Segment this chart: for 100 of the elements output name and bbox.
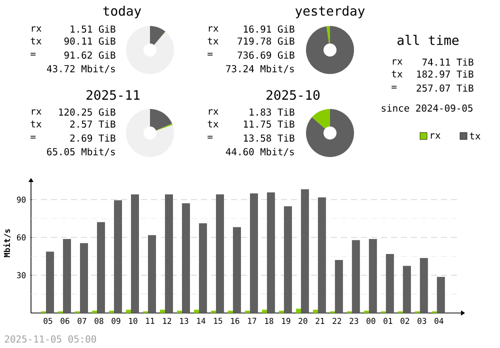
legend-label: rx bbox=[430, 133, 440, 139]
bar bbox=[284, 206, 292, 313]
text: tx bbox=[392, 70, 402, 78]
text: 182.97 TiB bbox=[417, 70, 474, 78]
x-tick-label: 16 bbox=[231, 318, 240, 324]
text: 2025-11-05 05:00 bbox=[4, 335, 96, 343]
text: tx bbox=[208, 38, 218, 44]
text: = bbox=[208, 52, 213, 56]
bar bbox=[96, 222, 105, 313]
bar bbox=[312, 310, 318, 313]
y-tick-label: 90 bbox=[16, 196, 26, 203]
text: 2.69 TiB bbox=[70, 134, 116, 142]
text: = bbox=[30, 136, 36, 139]
text: 13.58 TiB bbox=[244, 134, 294, 142]
bar bbox=[352, 240, 360, 313]
bar bbox=[198, 223, 207, 313]
chart-title: 2025-10 bbox=[266, 90, 320, 100]
text: rx bbox=[208, 109, 218, 115]
bar bbox=[402, 266, 411, 313]
x-tick-label: 08 bbox=[94, 318, 104, 324]
text: tx bbox=[30, 120, 42, 128]
bar bbox=[266, 192, 275, 313]
x-tick-label: 00 bbox=[366, 318, 376, 324]
text: 2.57 TiB bbox=[70, 120, 116, 128]
text: 736.69 GiB bbox=[238, 51, 294, 59]
y-axis-title: Mbit/s bbox=[3, 229, 11, 258]
text: all time bbox=[398, 34, 459, 46]
text: rx bbox=[32, 109, 42, 115]
x-tick-label: 06 bbox=[60, 318, 70, 324]
x-tick-label: 09 bbox=[112, 318, 120, 324]
x-tick-label: 01 bbox=[384, 318, 392, 324]
x-tick-label: 19 bbox=[282, 318, 290, 324]
chart-title: today bbox=[103, 6, 142, 18]
text: 11.75 TiB bbox=[244, 120, 294, 128]
bar bbox=[250, 193, 258, 313]
text: rx bbox=[32, 26, 42, 32]
bar bbox=[130, 194, 139, 313]
text: tx bbox=[30, 38, 42, 44]
bar bbox=[334, 260, 343, 313]
bar bbox=[194, 310, 199, 313]
x-tick-label: 10 bbox=[129, 318, 138, 324]
bar bbox=[232, 227, 241, 313]
text: 44.60 Mbit/s bbox=[226, 148, 294, 156]
text: 65.05 Mbit/s bbox=[47, 148, 115, 156]
x-tick-label: 07 bbox=[78, 318, 86, 324]
bar bbox=[46, 252, 54, 313]
chart-title: yesterday bbox=[295, 6, 365, 18]
bar bbox=[62, 239, 71, 313]
y-tick-label: 60 bbox=[16, 234, 26, 240]
bar bbox=[420, 258, 428, 313]
text: = bbox=[208, 136, 213, 139]
x-tick-label: 11 bbox=[146, 318, 154, 324]
text: since 2024-09-05 bbox=[382, 104, 472, 112]
text: 1.51 GiB bbox=[70, 25, 116, 33]
bar bbox=[300, 189, 309, 313]
text: 43.72 Mbit/s bbox=[46, 64, 115, 74]
x-tick-label: 21 bbox=[316, 318, 324, 324]
x-tick-label: 12 bbox=[163, 318, 172, 324]
bar bbox=[296, 308, 301, 313]
text: 120.25 GiB bbox=[59, 108, 116, 116]
bar bbox=[164, 194, 173, 313]
bar bbox=[80, 243, 88, 313]
bar bbox=[160, 310, 165, 313]
text: = bbox=[392, 86, 397, 89]
x-tick-label: 23 bbox=[350, 318, 358, 324]
text: 1.83 TiB bbox=[250, 108, 294, 116]
text: 74.11 TiB bbox=[422, 58, 474, 66]
text: 91.62 GiB bbox=[64, 51, 116, 59]
bar bbox=[262, 310, 267, 313]
text: rx bbox=[208, 26, 218, 32]
text: 90.11 GiB bbox=[64, 37, 116, 45]
text: 257.07 TiB bbox=[416, 84, 474, 92]
text: 73.24 Mbit/s bbox=[226, 64, 294, 74]
chart-title: 2025-11 bbox=[86, 90, 140, 100]
text: 719.78 GiB bbox=[238, 37, 294, 45]
text: rx bbox=[392, 59, 402, 65]
text: 16.91 GiB bbox=[244, 25, 294, 33]
bar bbox=[436, 276, 445, 313]
x-tick-label: 20 bbox=[298, 318, 308, 324]
bar bbox=[386, 254, 394, 313]
bar bbox=[216, 194, 224, 313]
x-tick-label: 13 bbox=[180, 318, 188, 324]
legend-label: tx bbox=[470, 132, 480, 140]
bar bbox=[114, 200, 122, 313]
x-tick-label: 22 bbox=[332, 318, 342, 324]
x-tick-label: 15 bbox=[214, 318, 222, 324]
bar bbox=[182, 203, 190, 313]
x-tick-label: 17 bbox=[248, 318, 256, 324]
y-tick-label: 30 bbox=[17, 272, 26, 278]
x-tick-label: 04 bbox=[434, 318, 444, 324]
bar bbox=[318, 197, 326, 313]
x-tick-label: 05 bbox=[44, 318, 52, 324]
x-tick-label: 03 bbox=[418, 318, 426, 324]
x-tick-label: 18 bbox=[265, 318, 274, 324]
x-tick-label: 14 bbox=[197, 318, 206, 324]
text: = bbox=[30, 52, 36, 56]
bar bbox=[148, 235, 156, 313]
bar bbox=[126, 310, 131, 313]
bar bbox=[368, 239, 377, 313]
x-tick-label: 02 bbox=[400, 318, 410, 324]
